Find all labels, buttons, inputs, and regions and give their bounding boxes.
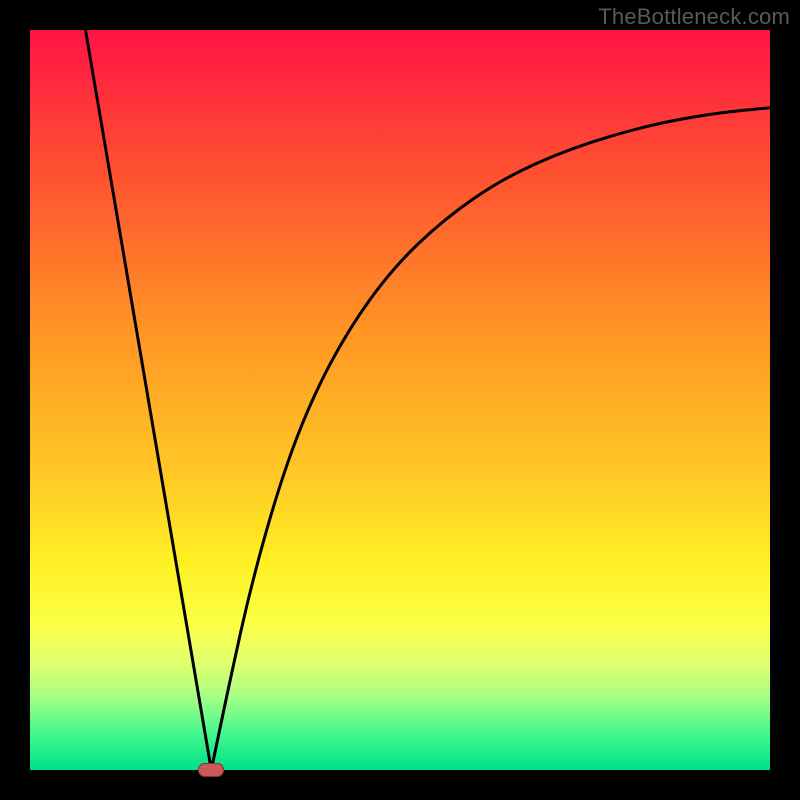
root-canvas: TheBottleneck.com (0, 0, 800, 800)
gradient-background (30, 30, 770, 770)
source-watermark: TheBottleneck.com (598, 4, 790, 30)
optimum-marker (198, 763, 224, 777)
chart-svg (0, 0, 800, 800)
